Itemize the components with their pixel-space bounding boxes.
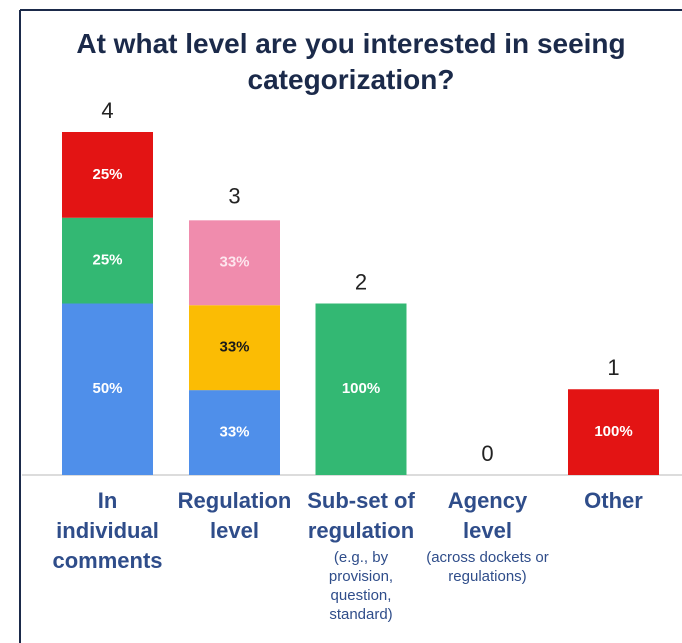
- bar-segment: [315, 303, 407, 475]
- bar-segment: [568, 389, 659, 475]
- category-note: (across dockets or regulations): [426, 549, 549, 585]
- value-label: 33%: [219, 339, 249, 356]
- bar-segment: [189, 305, 280, 391]
- bar-segment: [62, 217, 153, 304]
- x-tick-label: Sub-set of regulation: [307, 488, 415, 543]
- total-label: 3: [228, 184, 240, 209]
- x-tick-label: Agency level: [447, 488, 528, 543]
- bar-segment: [62, 132, 153, 218]
- bar-segment: [62, 303, 153, 475]
- value-label: 50%: [92, 380, 122, 397]
- chart-title: At what level are you interested in seei…: [76, 28, 626, 95]
- total-label: 4: [101, 98, 113, 123]
- value-label: 33%: [219, 424, 249, 441]
- total-label: 1: [607, 355, 619, 380]
- bar-segment: [189, 390, 280, 475]
- value-label: 25%: [92, 166, 122, 183]
- value-label: 33%: [219, 254, 249, 271]
- value-label: 100%: [594, 423, 632, 440]
- bar-segment: [189, 220, 280, 306]
- x-tick-label: Regulation level: [177, 488, 292, 543]
- value-label: 100%: [342, 380, 380, 397]
- total-label: 0: [481, 441, 493, 466]
- x-tick-label: Other: [584, 488, 643, 513]
- category-note: (e.g., by provision, question, standard): [328, 549, 394, 623]
- x-tick-label: In individual comments: [52, 488, 163, 573]
- total-label: 2: [355, 269, 367, 294]
- value-label: 25%: [92, 252, 122, 269]
